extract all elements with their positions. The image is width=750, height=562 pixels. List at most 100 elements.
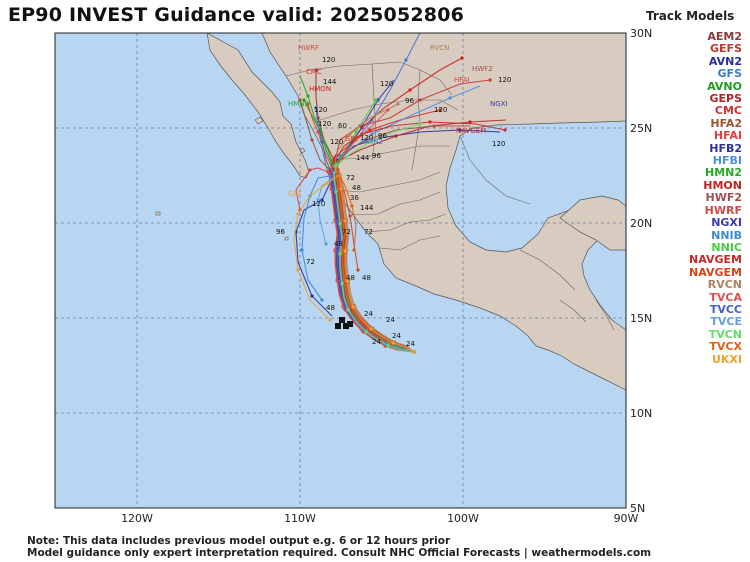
track-point: [336, 250, 340, 254]
track-point: [351, 305, 355, 309]
track-point: [306, 102, 310, 106]
forecast-hour-label: 36: [350, 194, 359, 202]
forecast-hour-label: 72: [364, 228, 373, 236]
track-point: [310, 294, 314, 298]
forecast-hour-label: 48: [346, 274, 355, 282]
lat-label: 15N: [630, 312, 652, 325]
lon-label: 110W: [284, 512, 316, 525]
forecast-hour-label: 120: [498, 76, 511, 84]
legend-item-avno: AVNO: [707, 79, 742, 93]
legend-item-hfa2: HFA2: [710, 116, 742, 130]
track-point: [338, 222, 342, 226]
lat-label: 10N: [630, 407, 652, 420]
legend-title: Track Models: [646, 9, 735, 23]
track-line: [335, 125, 470, 353]
model-name-label: CMC: [306, 68, 322, 76]
model-name-label: HMN2: [362, 138, 383, 146]
track-point: [306, 94, 310, 98]
track-marker: [339, 317, 345, 323]
model-name-label: HMON: [309, 85, 331, 93]
track-point: [350, 204, 354, 208]
forecast-hour-label: 48: [352, 184, 361, 192]
track-point: [328, 318, 332, 322]
legend-item-aem2: AEM2: [707, 30, 742, 43]
track-point: [308, 168, 312, 172]
track-point: [314, 106, 318, 110]
track-point: [332, 156, 336, 160]
legend-item-navgem: NAVGEM: [689, 265, 742, 279]
forecast-hour-label: 72: [346, 174, 355, 182]
track-point: [336, 170, 340, 174]
track-point: [468, 120, 472, 124]
forecast-hour-label: 96: [378, 132, 387, 140]
track-point: [338, 252, 342, 256]
track-point: [432, 124, 436, 128]
track-point: [460, 56, 464, 60]
forecast-hour-label: 120: [322, 56, 335, 64]
legend-item-hwrf: HWRF: [704, 203, 742, 217]
track-point: [391, 341, 395, 345]
track-point: [503, 128, 507, 132]
track-point: [418, 122, 422, 126]
forecast-hour-label: 96: [405, 97, 414, 105]
legend-item-tvcx: TVCX: [709, 340, 742, 354]
model-name-label: NGXI: [490, 100, 508, 108]
legend-item-ngxi: NGXI: [711, 216, 742, 230]
legend-item-tvca: TVCA: [709, 290, 742, 304]
model-name-label: GEF: [345, 135, 359, 143]
land-yucatan: [559, 195, 626, 251]
lat-label: 25N: [630, 122, 652, 135]
track-point: [448, 96, 452, 100]
track-point: [348, 132, 352, 136]
legend-item-tvce: TVCE: [710, 315, 742, 329]
forecast-hour-label: 120: [492, 140, 505, 148]
track-point: [334, 164, 338, 168]
lat-label: 30N: [630, 27, 652, 40]
track-point: [368, 128, 372, 132]
land-mainland: [261, 33, 626, 391]
land-islands: [155, 116, 306, 241]
borders: [285, 61, 615, 331]
model-name-label: HWRF: [298, 44, 319, 52]
track-point: [329, 187, 333, 191]
legend-item-geps: GEPS: [709, 92, 742, 106]
lat-label: 5N: [630, 502, 645, 515]
track-point: [404, 58, 408, 62]
model-name-label: HWF2: [472, 65, 493, 73]
forecast-hour-label: 96: [276, 228, 285, 236]
track-point: [324, 182, 328, 186]
forecast-hour-label: 120: [380, 80, 393, 88]
track-point: [364, 330, 368, 334]
track-point: [352, 248, 356, 252]
track-point: [324, 242, 328, 246]
track-point: [343, 278, 347, 282]
lon-label: 90W: [614, 512, 639, 525]
track-point: [302, 98, 306, 102]
forecast-hour-label: 120: [318, 120, 331, 128]
track-point: [332, 188, 336, 192]
legend-item-navgem: NAVGEM: [689, 253, 742, 267]
model-name-label: HMN2: [288, 100, 309, 108]
track-point: [338, 280, 342, 284]
track-point: [396, 102, 400, 106]
track-point: [343, 219, 347, 223]
legend-item-avn2: AVN2: [708, 54, 742, 68]
track-point: [298, 98, 302, 102]
lon-label: 120W: [121, 512, 153, 525]
track-point: [296, 268, 300, 272]
legend-item-hfb2: HFB2: [709, 141, 742, 155]
track-marker: [343, 323, 349, 329]
track-point: [428, 120, 432, 124]
track-point: [394, 134, 398, 138]
track-point: [320, 298, 324, 302]
track-point: [458, 128, 462, 132]
track-point: [356, 268, 360, 272]
forecast-hour-label: 24: [386, 316, 395, 324]
model-tracks: [293, 33, 507, 354]
forecast-hour-label: 48: [326, 304, 335, 312]
track-point: [408, 88, 412, 92]
track-point: [418, 98, 422, 102]
legend-item-hfai: HFAI: [713, 129, 742, 143]
